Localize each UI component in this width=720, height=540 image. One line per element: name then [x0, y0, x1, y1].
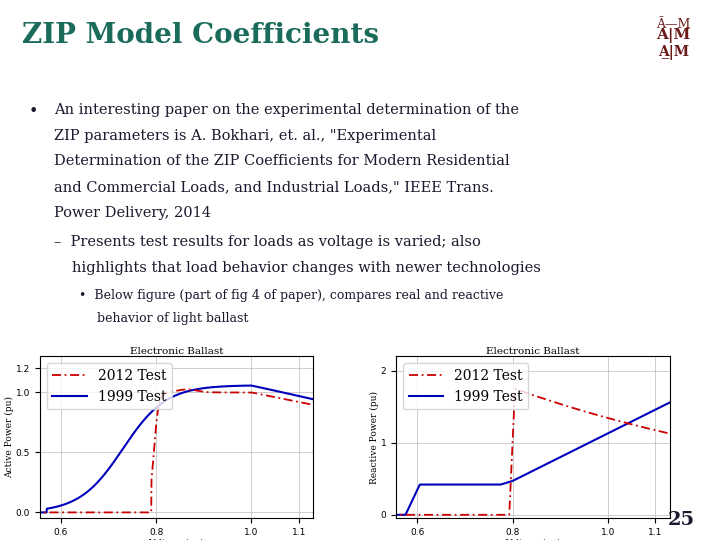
Text: •  Below figure (part of fig 4 of paper), compares real and reactive: • Below figure (part of fig 4 of paper),…	[79, 289, 503, 302]
Text: Ā—M: Ā—M	[656, 18, 690, 31]
Legend: 2012 Test, 1999 Test: 2012 Test, 1999 Test	[47, 363, 172, 409]
Text: 25: 25	[667, 511, 695, 529]
Text: A|M: A|M	[656, 28, 690, 43]
Text: ZIP parameters is A. Bokhari, et. al., "Experimental: ZIP parameters is A. Bokhari, et. al., "…	[54, 129, 436, 143]
Text: A̲|M: A̲|M	[657, 45, 689, 60]
Text: –  Presents test results for loads as voltage is varied; also: – Presents test results for loads as vol…	[54, 235, 481, 249]
Text: ZIP Model Coefficients: ZIP Model Coefficients	[22, 22, 379, 49]
Title: Electronic Ballast: Electronic Ballast	[486, 347, 580, 356]
Text: behavior of light ballast: behavior of light ballast	[97, 312, 248, 325]
Text: •: •	[29, 103, 38, 119]
Text: Determination of the ZIP Coefficients for Modern Residential: Determination of the ZIP Coefficients fo…	[54, 154, 510, 168]
Y-axis label: Reactive Power (pu): Reactive Power (pu)	[370, 391, 379, 484]
Text: highlights that load behavior changes with newer technologies: highlights that load behavior changes wi…	[72, 261, 541, 275]
X-axis label: Voltage (pu): Voltage (pu)	[505, 538, 561, 540]
Title: Electronic Ballast: Electronic Ballast	[130, 347, 223, 356]
Y-axis label: Active Power (pu): Active Power (pu)	[5, 396, 14, 478]
Text: Power Delivery, 2014: Power Delivery, 2014	[54, 206, 211, 220]
X-axis label: Voltage (pu): Voltage (pu)	[148, 538, 204, 540]
Text: and Commercial Loads, and Industrial Loads," IEEE Trans.: and Commercial Loads, and Industrial Loa…	[54, 180, 494, 194]
Text: An interesting paper on the experimental determination of the: An interesting paper on the experimental…	[54, 103, 519, 117]
Legend: 2012 Test, 1999 Test: 2012 Test, 1999 Test	[403, 363, 528, 409]
